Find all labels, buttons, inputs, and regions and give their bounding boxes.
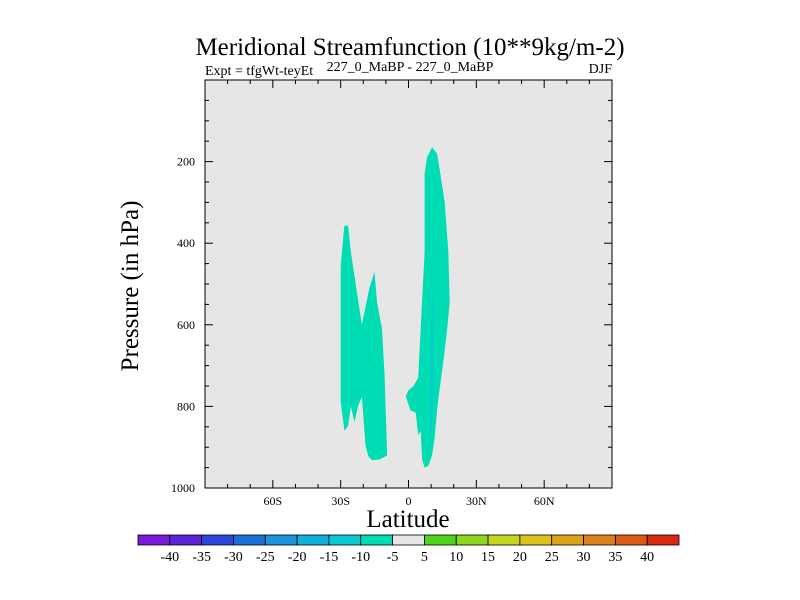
experiment-label: Expt = tfgWt-teyEt [205, 64, 313, 79]
colorbar-label: -20 [288, 550, 307, 565]
colorbar-swatch [551, 534, 584, 546]
colorbar-swatch [487, 534, 521, 546]
colorbar-swatch [201, 534, 234, 546]
colorbar-swatch [169, 534, 203, 546]
colorbar-swatch [137, 534, 171, 546]
colorbar-label: 35 [608, 550, 622, 565]
axis-tick-labels: 60S 30S 0 30N 60N 200 400 600 800 1000 [171, 155, 555, 508]
x-axis-label: Latitude [366, 506, 449, 533]
y-tick-label: 1000 [171, 481, 195, 495]
y-tick-label: 800 [177, 399, 195, 413]
contour-region-southern-cell [340, 225, 388, 461]
season-label: DJF [589, 62, 613, 77]
colorbar-swatch [583, 534, 616, 546]
plot-background [205, 80, 612, 488]
colorbar-label: 30 [577, 550, 591, 565]
axis-ticks [204, 79, 613, 489]
colorbar-swatch [233, 534, 266, 546]
x-tick-label: 0 [406, 494, 412, 508]
chart-title: Meridional Streamfunction (10**9kg/m-2) [195, 34, 624, 61]
contour-region-northern-cell-core [429, 271, 434, 439]
colorbar: -40 -35 -30 -25 -20 -15 -10 -5 5 10 15 20 25 30 35 40 [137, 534, 680, 565]
colorbar-label: -40 [160, 550, 179, 565]
colorbar-swatch [614, 534, 648, 546]
contour-fills [340, 147, 450, 468]
y-axis-label: Pressure (in hPa) [117, 201, 144, 372]
colorbar-label: -10 [351, 550, 370, 565]
colorbar-label: 20 [513, 550, 527, 565]
plot-area: 60S 30S 0 30N 60N 200 400 600 800 1000 [171, 79, 613, 508]
colorbar-swatch [519, 534, 553, 546]
colorbar-label: 25 [545, 550, 559, 565]
colorbar-label: 40 [640, 550, 654, 565]
colorbar-label: -5 [387, 550, 399, 565]
colorbar-label: 5 [421, 550, 428, 565]
colorbar-swatch [360, 534, 393, 546]
x-tick-label: 30N [466, 494, 487, 508]
colorbar-swatch [646, 534, 680, 546]
colorbar-label: 10 [449, 550, 463, 565]
colorbar-label: -25 [256, 550, 275, 565]
y-tick-label: 200 [177, 155, 195, 169]
colorbar-swatch [392, 534, 425, 546]
colorbar-swatch [424, 534, 457, 546]
x-tick-label: 30S [331, 494, 350, 508]
colorbar-label: 15 [481, 550, 495, 565]
colorbar-swatch [264, 534, 298, 546]
y-tick-label: 600 [177, 318, 195, 332]
colorbar-swatch [455, 534, 489, 546]
colorbar-label: -35 [192, 550, 211, 565]
comparison-label: 227_0_MaBP - 227_0_MaBP [327, 60, 494, 75]
colorbar-swatch [328, 534, 362, 546]
colorbar-swatch [296, 534, 330, 546]
colorbar-label: -15 [320, 550, 339, 565]
colorbar-label: -30 [224, 550, 243, 565]
contour-region-northern-cell [405, 147, 450, 468]
x-tick-label: 60S [263, 494, 282, 508]
y-tick-label: 400 [177, 236, 195, 250]
x-tick-label: 60N [534, 494, 555, 508]
